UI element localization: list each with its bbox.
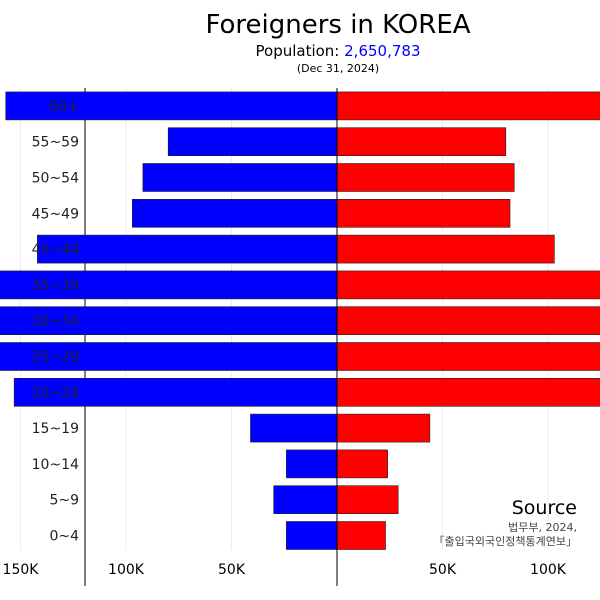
bar-left-0~4 [286, 521, 338, 550]
bar-right-25~29 [336, 342, 600, 371]
y-tick-label: 55~59 [32, 135, 79, 151]
bar-right-40~44 [336, 234, 555, 264]
bar-right-0~4 [336, 521, 386, 550]
bar-right-55~59 [336, 127, 507, 156]
y-tick-label: 60+ [49, 99, 79, 115]
y-tick-label: 20~24 [32, 385, 79, 401]
bar-left-25~29 [0, 342, 338, 371]
y-tick-label: 30~34 [32, 314, 79, 330]
y-tick-label: 45~49 [32, 206, 79, 222]
bar-left-35~39 [0, 270, 338, 300]
x-tick-label: 50K [429, 562, 457, 578]
x-tick-label: 100K [108, 562, 145, 578]
bar-right-20~24 [336, 377, 600, 407]
x-tick-label: 100K [530, 562, 567, 578]
y-tick-label: 40~44 [32, 242, 79, 258]
bar-right-45~49 [336, 199, 511, 228]
chart-title: Foreigners in KOREA [205, 10, 471, 40]
bar-right-30~34 [336, 306, 600, 336]
bar-left-45~49 [132, 199, 338, 228]
chart-date: (Dec 31, 2024) [296, 62, 380, 75]
x-tick-label: 150K [3, 562, 40, 578]
bar-right-15~19 [336, 413, 431, 443]
y-tick-label: 0~4 [49, 529, 79, 545]
bar-left-55~59 [167, 127, 338, 156]
source-heading: Source [511, 497, 577, 519]
bar-left-40~44 [37, 234, 338, 264]
bar-left-50~54 [142, 163, 338, 192]
x-tick-label: 50K [218, 562, 246, 578]
bar-left-15~19 [250, 413, 338, 443]
y-tick-label: 50~54 [32, 171, 79, 187]
bar-left-10~14 [286, 449, 338, 479]
y-tick-label: 5~9 [49, 493, 79, 509]
y-tick-label: 10~14 [32, 457, 79, 473]
bar-left-20~24 [13, 377, 338, 407]
bar-right-35~39 [336, 270, 600, 300]
bar-left-30~34 [0, 306, 338, 336]
bar-right-60+ [336, 91, 600, 121]
bar-right-5~9 [336, 485, 399, 515]
y-tick-label: 35~39 [32, 278, 79, 294]
population-total: 2,650,783 [344, 42, 421, 60]
y-tick-label: 25~29 [32, 350, 79, 366]
chart-subtitle: Population: 2,650,783 [0, 42, 600, 60]
bar-right-50~54 [336, 163, 515, 192]
bar-right-10~14 [336, 449, 388, 479]
y-tick-label: 15~19 [32, 421, 79, 437]
source-line-2: 「출입국외국인정책통계연보」 [433, 535, 577, 548]
bar-left-5~9 [273, 485, 338, 515]
population-label: Population: [255, 42, 345, 60]
source-line-1: 법무부, 2024, [508, 521, 577, 534]
